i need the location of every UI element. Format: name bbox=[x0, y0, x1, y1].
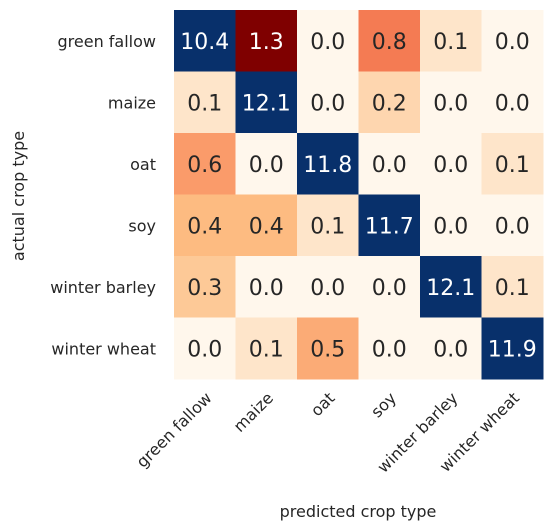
x-tick-label: soy bbox=[367, 388, 400, 421]
y-axis-label: actual crop type bbox=[9, 131, 28, 261]
cell-value-label: 0.0 bbox=[310, 30, 345, 55]
heatmap-cell bbox=[297, 10, 359, 72]
cell-value-label: 0.5 bbox=[310, 337, 345, 362]
heatmap-cell bbox=[235, 71, 298, 134]
y-tick-label: maize bbox=[108, 93, 156, 112]
heatmap-cell bbox=[235, 133, 298, 195]
heatmap-cell bbox=[358, 194, 421, 257]
heatmap-cell bbox=[420, 317, 482, 380]
cell-value-label: 0.1 bbox=[249, 337, 284, 362]
cell-value-label: 0.0 bbox=[310, 91, 345, 116]
cell-value-label: 12.1 bbox=[426, 276, 475, 301]
y-tick-label: soy bbox=[128, 216, 156, 235]
heatmap-cell bbox=[235, 317, 298, 380]
cell-value-label: 0.0 bbox=[433, 214, 468, 239]
y-tick-label: oat bbox=[130, 155, 156, 174]
heatmap-cell bbox=[481, 256, 544, 318]
heatmap-cell bbox=[235, 194, 298, 257]
cell-value-label: 12.1 bbox=[242, 91, 291, 116]
y-tick-label: winter wheat bbox=[51, 339, 156, 358]
cell-value-label: 0.1 bbox=[433, 30, 468, 55]
cell-value-label: 0.0 bbox=[433, 337, 468, 362]
heatmap-cell bbox=[420, 133, 482, 195]
heatmap-cell bbox=[420, 194, 482, 257]
heatmap-cell bbox=[174, 194, 236, 257]
cell-value-label: 11.8 bbox=[303, 153, 352, 178]
cell-value-label: 11.9 bbox=[488, 337, 537, 362]
x-tick-label: oat bbox=[307, 388, 339, 420]
y-tick-label: green fallow bbox=[58, 32, 157, 51]
heatmap-cell bbox=[174, 10, 236, 72]
heatmap-cell bbox=[297, 194, 359, 257]
cell-value-label: 0.0 bbox=[495, 214, 530, 239]
cell-value-label: 1.3 bbox=[249, 30, 284, 55]
cell-value-label: 0.0 bbox=[372, 153, 407, 178]
heatmap-cell bbox=[297, 71, 359, 134]
y-tick-labels: green fallow maize oat soy winter barley wint… bbox=[50, 32, 156, 359]
heatmap-cell bbox=[420, 10, 482, 72]
heatmap-cell bbox=[174, 317, 236, 380]
cell-value-label: 0.8 bbox=[372, 30, 407, 55]
heatmap-cell bbox=[358, 133, 421, 195]
cell-value-label: 0.0 bbox=[249, 153, 284, 178]
heatmap-cell bbox=[174, 256, 236, 318]
cell-value-label: 0.0 bbox=[372, 337, 407, 362]
heatmap-cell bbox=[358, 71, 421, 134]
cell-value-label: 0.0 bbox=[372, 276, 407, 301]
cell-value-label: 0.0 bbox=[249, 276, 284, 301]
heatmap-cell bbox=[420, 71, 482, 134]
heatmap-cell bbox=[358, 317, 421, 380]
heatmap-cell bbox=[297, 256, 359, 318]
heatmap-cell bbox=[174, 71, 236, 134]
heatmap-cell bbox=[297, 317, 359, 380]
cell-value-label: 0.0 bbox=[187, 337, 222, 362]
cell-value-label: 0.0 bbox=[495, 30, 530, 55]
heatmap-cell bbox=[420, 256, 482, 318]
x-axis-label: predicted crop type bbox=[280, 502, 437, 521]
cell-value-label: 0.0 bbox=[310, 276, 345, 301]
cell-value-label: 0.1 bbox=[495, 153, 530, 178]
cell-value-label: 10.4 bbox=[180, 30, 229, 55]
cell-value-label: 0.4 bbox=[187, 214, 222, 239]
heatmap-cell bbox=[358, 10, 421, 72]
heatmap-cells: 10.4 1.3 0.0 0.8 0.1 0.0 0.1 12.1 0.0 0.2 0.0 0.0 0.… bbox=[174, 10, 544, 380]
cell-value-label: 0.4 bbox=[249, 214, 284, 239]
cell-value-label: 0.0 bbox=[495, 91, 530, 116]
heatmap-cell bbox=[235, 10, 298, 72]
cell-value-label: 0.3 bbox=[187, 276, 222, 301]
heatmap-cell bbox=[235, 256, 298, 318]
heatmap-cell bbox=[174, 133, 236, 195]
y-tick-label: winter barley bbox=[50, 278, 156, 297]
cell-value-label: 0.2 bbox=[372, 91, 407, 116]
x-tick-label: green fallow bbox=[132, 388, 215, 471]
cell-value-label: 0.1 bbox=[187, 91, 222, 116]
cell-value-label: 11.7 bbox=[365, 214, 414, 239]
heatmap-cell bbox=[481, 71, 544, 134]
heatmap-cell bbox=[358, 256, 421, 318]
heatmap-cell bbox=[481, 10, 544, 72]
cell-value-label: 0.6 bbox=[187, 153, 222, 178]
cell-value-label: 0.1 bbox=[495, 276, 530, 301]
cell-value-label: 0.0 bbox=[433, 91, 468, 116]
heatmap-cell bbox=[297, 133, 359, 195]
cell-value-label: 0.0 bbox=[433, 153, 468, 178]
cell-value-label: 0.1 bbox=[310, 214, 345, 239]
x-tick-label: maize bbox=[230, 388, 277, 435]
heatmap-cell bbox=[481, 194, 544, 257]
heatmap-cell bbox=[481, 317, 544, 380]
heatmap-cell bbox=[481, 133, 544, 195]
